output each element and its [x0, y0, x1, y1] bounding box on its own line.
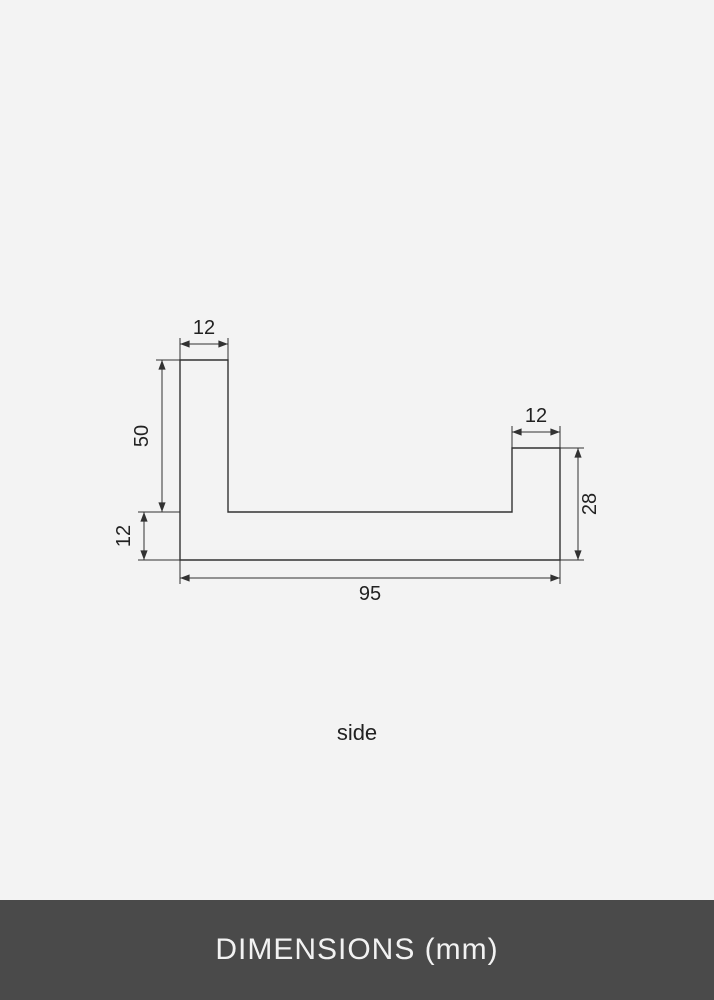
- view-label: side: [0, 720, 714, 746]
- technical-drawing: 12 12 50 12 28 95: [0, 0, 714, 900]
- svg-text:12: 12: [525, 405, 547, 427]
- footer-bar: DIMENSIONS (mm): [0, 900, 714, 1000]
- page: 12 12 50 12 28 95 side DIMENSIONS (mm): [0, 0, 714, 1000]
- dimension-diagram: 12 12 50 12 28 95: [0, 0, 714, 900]
- svg-text:12: 12: [193, 317, 215, 339]
- svg-text:50: 50: [131, 425, 153, 447]
- svg-text:95: 95: [359, 583, 381, 605]
- svg-text:12: 12: [113, 525, 135, 547]
- footer-title: DIMENSIONS (mm): [215, 933, 498, 967]
- svg-text:28: 28: [579, 493, 601, 515]
